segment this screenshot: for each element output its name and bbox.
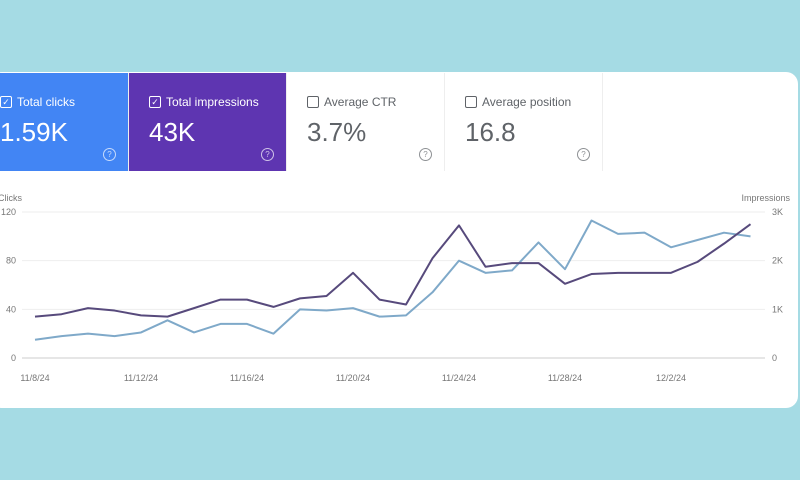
y-tick-right: 1K	[772, 304, 783, 314]
series-line-impressions	[34, 223, 752, 318]
x-tick: 11/28/24	[548, 373, 582, 383]
help-icon[interactable]: ?	[577, 148, 590, 161]
y-tick-right: 2K	[772, 256, 783, 266]
series-line-clicks	[34, 219, 751, 341]
help-icon[interactable]: ?	[419, 148, 432, 161]
x-tick: 11/24/24	[442, 373, 476, 383]
metric-label: Average CTR	[324, 95, 397, 109]
metric-total-clicks[interactable]: ✓ Total clicks 1.59K ?	[0, 73, 129, 171]
y-tick-left: 120	[1, 207, 16, 217]
checkbox-checked-icon[interactable]: ✓	[0, 96, 12, 108]
x-tick: 11/12/24	[124, 373, 158, 383]
metric-value: 3.7%	[307, 117, 367, 147]
y-tick-right: 3K	[772, 207, 783, 217]
metric-average-position[interactable]: Average position 16.8 ?	[445, 73, 603, 171]
metric-value: 16.8	[465, 117, 516, 147]
metric-label: Total impressions	[166, 95, 259, 109]
checkbox-checked-icon[interactable]: ✓	[149, 96, 161, 108]
x-tick: 11/16/24	[230, 373, 264, 383]
y-tick-right: 0	[772, 353, 777, 363]
x-tick: 12/2/24	[656, 373, 686, 383]
y-tick-left: 40	[6, 304, 16, 314]
metric-label: Total clicks	[17, 95, 76, 109]
y-tick-left: 0	[11, 353, 16, 363]
checkbox-unchecked-icon[interactable]	[465, 96, 477, 108]
metric-value: 43K	[149, 117, 196, 147]
help-icon[interactable]: ?	[103, 148, 116, 161]
help-icon[interactable]: ?	[261, 148, 274, 161]
metric-label: Average position	[482, 95, 572, 109]
x-tick: 11/8/24	[20, 373, 49, 383]
y-axis-right-label: Impressions	[741, 193, 790, 203]
metric-tiles: ✓ Total clicks 1.59K ? ✓ Total impressions…	[0, 73, 603, 171]
performance-card: ✓ Total clicks 1.59K ? ✓ Total impressions…	[0, 72, 798, 408]
y-tick-left: 80	[6, 256, 16, 266]
metric-average-ctr[interactable]: Average CTR 3.7% ?	[287, 73, 445, 171]
metric-total-impressions[interactable]: ✓ Total impressions 43K ?	[129, 73, 287, 171]
y-axis-left-label: Clicks	[0, 193, 22, 203]
metric-value: 1.59K	[0, 117, 68, 147]
checkbox-unchecked-icon[interactable]	[307, 96, 319, 108]
x-tick: 11/20/24	[336, 373, 370, 383]
